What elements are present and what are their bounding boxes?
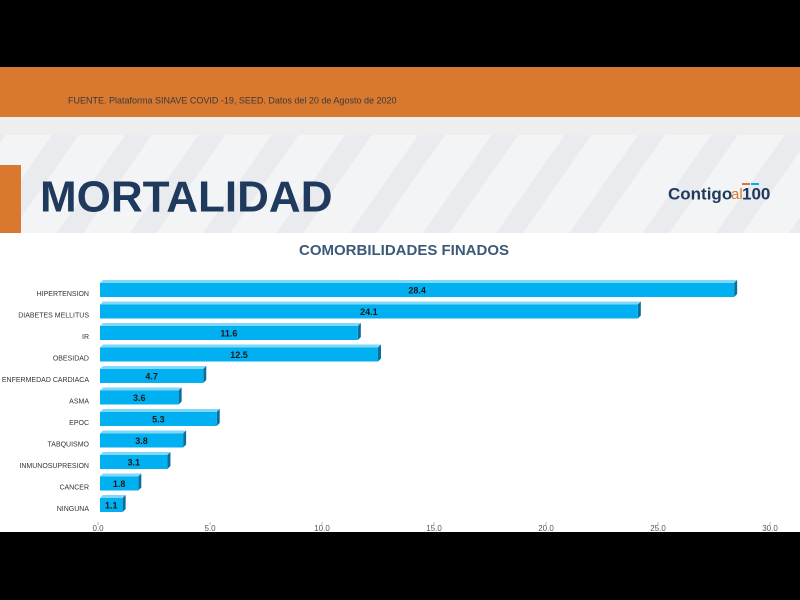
bar — [100, 326, 358, 340]
data-label: 24.1 — [360, 307, 378, 317]
y-tick-label: OBESIDAD — [53, 355, 89, 362]
accent — [0, 165, 21, 233]
bar — [100, 369, 204, 383]
y-tick-label: CANCER — [59, 484, 89, 491]
data-label: 3.8 — [135, 436, 148, 446]
bar — [100, 498, 123, 512]
x-tick-label: 0.0 — [92, 524, 104, 533]
bar — [100, 433, 184, 448]
bar-side — [357, 323, 361, 340]
bar — [100, 283, 735, 297]
x-tick-label: 30.0 — [762, 524, 778, 533]
separator — [0, 117, 800, 135]
logo-accent — [751, 183, 759, 185]
letterbox-top — [0, 0, 800, 67]
x-tick-label: 25.0 — [650, 524, 666, 533]
bar-side — [203, 366, 207, 383]
bar-top — [100, 387, 182, 391]
y-tick-label: IR — [82, 334, 89, 341]
bar-top — [100, 495, 126, 498]
y-tick-label: HIPERTENSION — [37, 291, 89, 298]
bar — [100, 412, 217, 426]
logo-text: Contigo — [668, 184, 732, 203]
plot: 0.0 5.0 10.0 15.0 20.0 25.0 30.0 HIPERTENSION 28… — [2, 280, 778, 533]
y-tick-label: ENFERMEDAD CARDIACA — [2, 377, 89, 384]
bar-top — [100, 452, 171, 455]
x-tick-label: 5.0 — [204, 524, 216, 533]
bar-top — [100, 409, 220, 412]
letterbox-bottom — [0, 532, 800, 600]
bar-side — [167, 452, 171, 469]
y-tick-label: NINGUNA — [57, 506, 90, 513]
bar — [100, 476, 139, 491]
bar-top — [100, 430, 187, 434]
y-tick-label: DIABETES MELLITUS — [18, 312, 89, 319]
bar — [100, 455, 168, 469]
x-tick-label: 10.0 — [314, 524, 330, 533]
data-label: 11.6 — [220, 328, 237, 338]
page-title: MORTALIDAD — [40, 173, 332, 222]
source-banner — [0, 67, 800, 117]
data-label: 3.6 — [133, 393, 146, 403]
data-label: 28.4 — [408, 285, 426, 295]
bar — [100, 347, 378, 362]
y-tick-label: TABQUISMO — [48, 441, 90, 448]
bar-side — [122, 495, 126, 512]
data-label: 1.1 — [105, 500, 118, 510]
data-label: 1.8 — [113, 479, 126, 489]
y-tick-label: ASMA — [69, 398, 89, 405]
data-label: 3.1 — [127, 457, 140, 467]
y-tick-label: EPOC — [69, 420, 89, 427]
data-label: 12.5 — [230, 350, 248, 360]
bar-side — [183, 430, 187, 448]
bar — [100, 390, 179, 405]
bar-top — [100, 344, 381, 348]
logo: Contigo al 100 — [668, 183, 770, 203]
logo-text: al — [731, 186, 743, 203]
bar-top — [100, 301, 641, 305]
header-band — [0, 135, 800, 233]
bar-side — [178, 387, 182, 405]
x-tick-label: 15.0 — [426, 524, 442, 533]
y-tick-label: INMUNOSUPRESION — [19, 463, 89, 470]
bar-top — [100, 323, 361, 326]
data-label: 5.3 — [152, 414, 165, 424]
bar-top — [100, 366, 207, 369]
chart-title: COMORBILIDADES FINADOS — [299, 242, 509, 259]
x-tick-label: 20.0 — [538, 524, 554, 533]
bar-side — [378, 344, 381, 362]
bar — [100, 304, 638, 319]
logo-text: 100 — [742, 184, 770, 203]
bar-top — [100, 280, 738, 283]
logo-accent — [742, 183, 750, 185]
bar-side — [734, 280, 738, 297]
source-text: FUENTE. Plataforma SINAVE COVID -19, SEE… — [68, 95, 397, 105]
data-label: 4.7 — [145, 371, 158, 381]
bar-side — [637, 301, 641, 319]
bar-top — [100, 473, 142, 477]
bar-side — [216, 409, 220, 426]
bar-side — [138, 473, 142, 491]
